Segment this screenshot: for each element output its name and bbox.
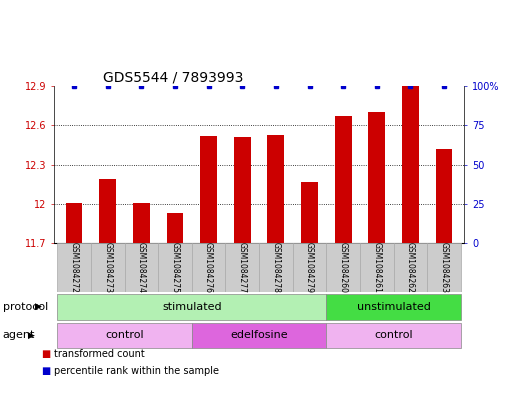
Text: stimulated: stimulated [162,302,222,312]
Bar [192,323,326,348]
Bar [234,137,251,243]
Text: unstimulated: unstimulated [357,302,430,312]
Text: ■: ■ [41,349,50,359]
Text: agent: agent [3,331,35,340]
Bar [158,243,192,292]
Text: GSM1084260: GSM1084260 [339,242,348,293]
Bar [57,294,326,320]
Bar [57,243,91,292]
Bar [360,243,393,292]
Text: GSM1084274: GSM1084274 [137,242,146,293]
Bar [326,323,461,348]
Text: control: control [374,331,413,340]
Text: transformed count: transformed count [54,349,145,359]
Bar [301,182,318,243]
Text: GSM1084276: GSM1084276 [204,242,213,293]
Text: GSM1084263: GSM1084263 [440,242,448,293]
Bar [402,85,419,243]
Bar [259,243,293,292]
Bar [66,203,83,243]
Bar [335,116,351,243]
Text: GDS5544 / 7893993: GDS5544 / 7893993 [103,71,244,85]
Text: ■: ■ [41,366,50,376]
Text: GSM1084262: GSM1084262 [406,242,415,293]
Bar [427,243,461,292]
Bar [133,203,150,243]
Text: edelfosine: edelfosine [230,331,288,340]
Text: GSM1084279: GSM1084279 [305,242,314,293]
Text: protocol: protocol [3,302,48,312]
Text: GSM1084272: GSM1084272 [70,242,78,293]
Bar [293,243,326,292]
Bar [57,323,192,348]
Text: GSM1084273: GSM1084273 [103,242,112,293]
Bar [267,134,284,243]
Bar [167,213,183,243]
Bar [368,112,385,243]
Bar [192,243,225,292]
Bar [91,243,125,292]
Bar [100,179,116,243]
Bar [125,243,158,292]
Bar [393,243,427,292]
Text: percentile rank within the sample: percentile rank within the sample [54,366,219,376]
Bar [326,294,461,320]
Text: GSM1084275: GSM1084275 [170,242,180,293]
Bar [200,136,217,243]
Text: GSM1084278: GSM1084278 [271,242,281,293]
Text: ▶: ▶ [28,331,35,340]
Bar [436,149,452,243]
Bar [326,243,360,292]
Text: GSM1084277: GSM1084277 [238,242,247,293]
Text: GSM1084261: GSM1084261 [372,242,381,293]
Text: control: control [105,331,144,340]
Bar [225,243,259,292]
Text: ▶: ▶ [35,302,42,311]
